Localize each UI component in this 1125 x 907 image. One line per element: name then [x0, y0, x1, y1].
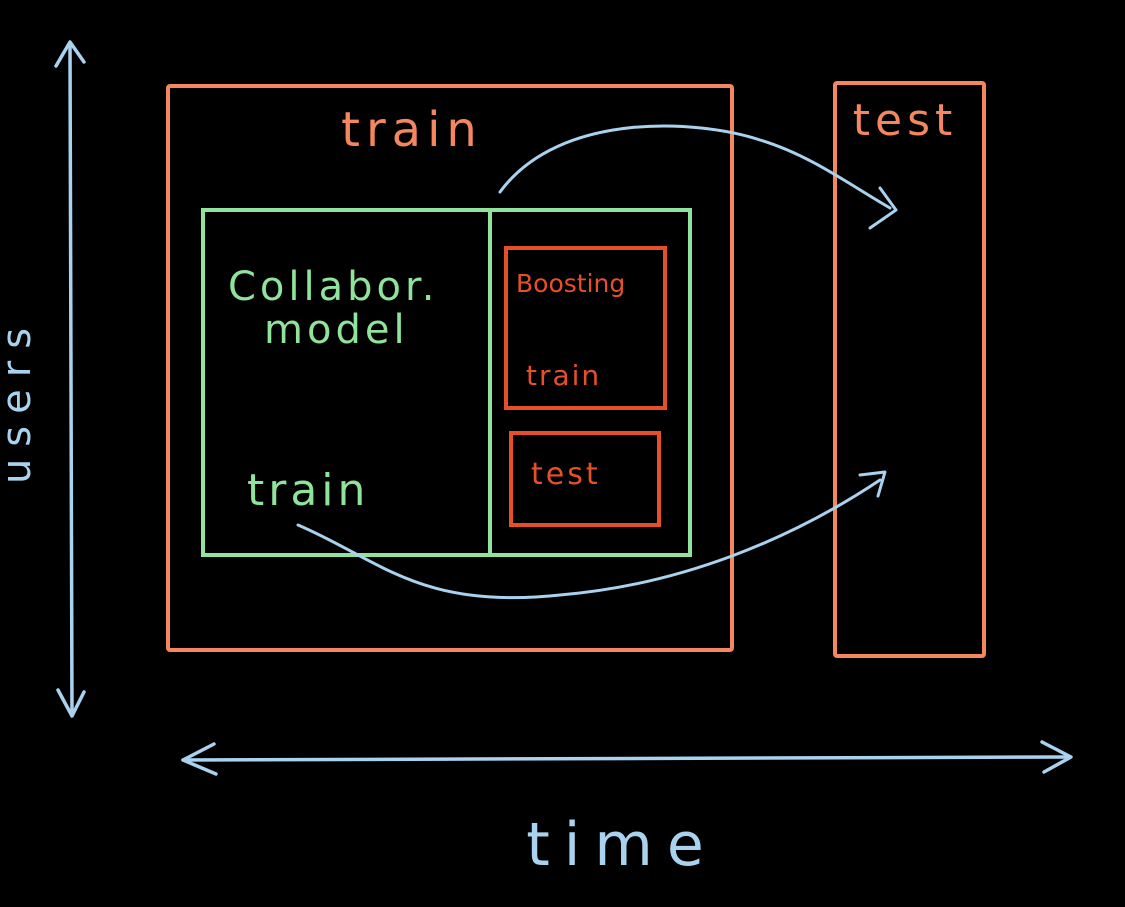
collab-model-title-line1: Collabor.	[228, 264, 439, 310]
users-axis-line	[68, 43, 74, 717]
boosting-test-box	[509, 431, 661, 527]
boosting-to-test-arrowhead	[868, 186, 898, 230]
collab-train-to-test-arrow	[296, 478, 882, 600]
users-axis-arrowhead-bottom	[56, 688, 86, 718]
boosting-to-test-arrow	[498, 124, 892, 210]
users-axis	[54, 40, 86, 718]
collab-model-train-label: train	[247, 465, 369, 516]
outer-test-label: test	[853, 95, 958, 146]
time-axis-label: time	[526, 810, 718, 880]
collab-model-title-line2: model	[264, 307, 409, 353]
collab-model-box	[201, 208, 692, 557]
boosting-train-box	[504, 246, 667, 410]
time-axis-arrowhead-left	[181, 742, 218, 776]
boosting-test-label: test	[531, 457, 601, 492]
boosting-title: Boosting	[516, 269, 625, 298]
time-axis	[181, 740, 1073, 776]
time-axis-arrowhead-right	[1040, 740, 1073, 774]
users-axis-arrowhead-top	[54, 40, 86, 68]
outer-train-box	[166, 84, 734, 652]
collab-train-to-test-arrowhead	[858, 470, 887, 498]
boosting-train-label: train	[526, 359, 601, 392]
outer-test-box	[833, 81, 986, 658]
time-axis-line	[181, 755, 1072, 762]
outer-train-label: train	[341, 102, 483, 158]
users-axis-label: users	[0, 316, 40, 484]
